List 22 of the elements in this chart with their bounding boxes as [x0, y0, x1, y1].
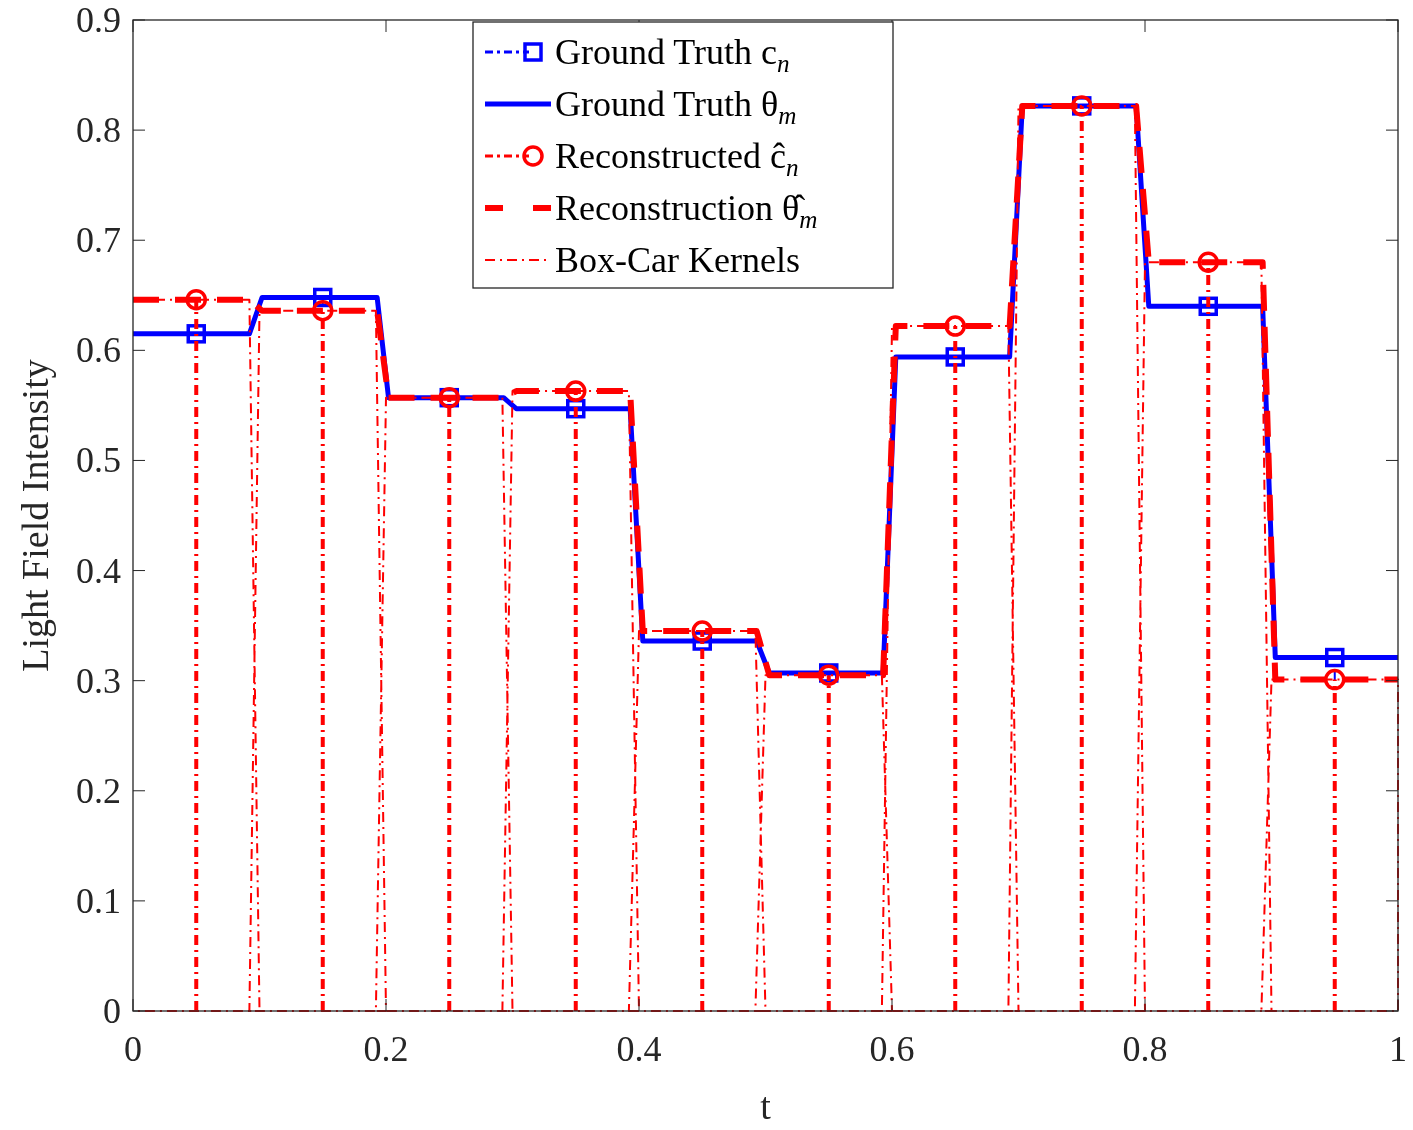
legend-label: Ground Truth θ$_{m}$ [555, 84, 797, 129]
y-tick-label: 0.8 [76, 110, 121, 151]
legend-label: Reconstructed ĉ$_{n}$ [555, 136, 799, 181]
y-tick-label: 0.3 [76, 660, 121, 701]
x-tick-label: 1 [1389, 1029, 1407, 1069]
x-tick-label: 0.8 [1122, 1029, 1168, 1069]
y-tick-label: 0.5 [76, 440, 121, 481]
y-tick-label: 0.2 [76, 770, 121, 811]
y-tick-label: 0.9 [76, 0, 121, 40]
legend-label: Reconstruction θ̂$_{m}$ [555, 188, 818, 233]
y-tick-label: 0.6 [76, 330, 121, 371]
y-tick-label: 0.4 [76, 550, 121, 591]
y-tick-label: 0 [103, 991, 121, 1031]
x-tick-label: 0.4 [616, 1029, 662, 1069]
y-tick-label: 0.7 [76, 220, 121, 261]
x-tick-label: 0.6 [869, 1029, 915, 1069]
y-tick-label: 0.1 [76, 880, 121, 921]
x-axis-title: t [760, 1085, 772, 1127]
y-axis-title: Light Field Intensity [14, 359, 56, 672]
legend-label: Ground Truth c$_{n}$ [555, 32, 790, 77]
legend-label: Box-Car Kernels [555, 240, 800, 280]
x-tick-label: 0.2 [363, 1029, 409, 1069]
